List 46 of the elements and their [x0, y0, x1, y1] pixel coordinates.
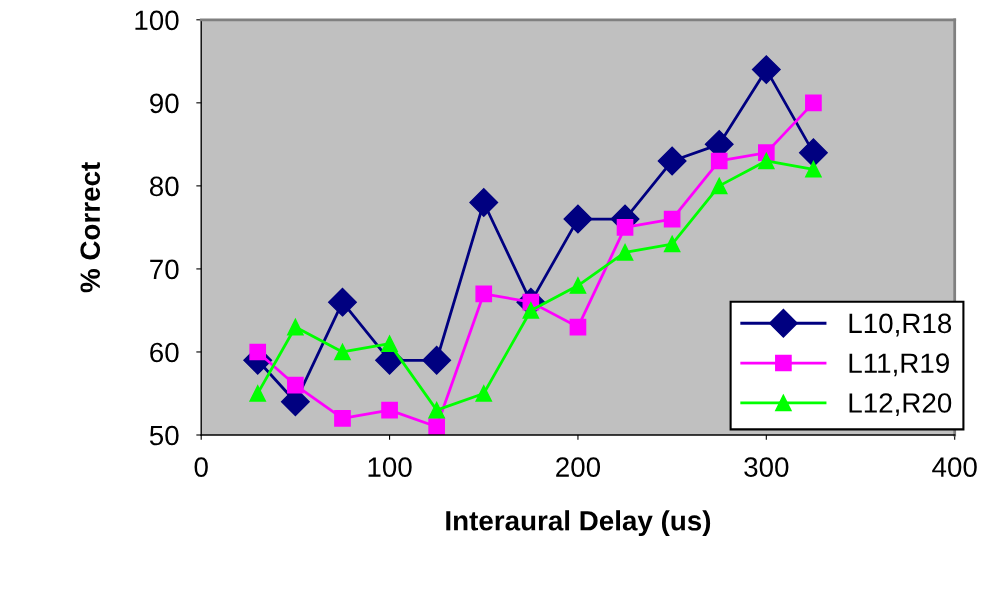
point: [334, 343, 351, 361]
point: [287, 376, 304, 394]
y-tick-label: 90: [150, 93, 179, 114]
point: [751, 55, 781, 85]
y-tick-label: 100: [135, 10, 179, 31]
y-tick-label: 50: [149, 425, 179, 446]
y-axis-title: % Correct: [80, 162, 101, 293]
point: [469, 188, 499, 217]
point: [616, 243, 634, 261]
point: [710, 177, 728, 195]
point: [381, 335, 398, 352]
x-tick-label: 100: [368, 457, 412, 477]
point: [657, 146, 687, 176]
x-tick-label: 300: [744, 457, 789, 477]
point: [616, 219, 634, 236]
point: [428, 401, 446, 419]
x-axis-title: Interaural Delay (us): [446, 510, 711, 537]
legend-label: L10,R18: [849, 313, 952, 337]
point: [428, 418, 446, 435]
x-tick-label: 400: [932, 457, 977, 477]
point: [805, 94, 822, 112]
point: [249, 343, 267, 361]
legend-label: L11,R19: [849, 353, 949, 377]
y-tick-label: 70: [150, 259, 179, 280]
x-tick-label: 200: [556, 457, 601, 477]
point: [663, 235, 681, 253]
point: [757, 152, 775, 170]
point: [563, 204, 593, 234]
point: [249, 385, 267, 402]
y-tick-label: 60: [150, 342, 179, 363]
point: [328, 287, 357, 317]
point: [334, 410, 351, 427]
point: [475, 285, 493, 303]
point: [287, 318, 304, 336]
point: [522, 302, 540, 319]
point: [569, 277, 587, 294]
legend-label: L12,R20: [849, 393, 952, 417]
point: [381, 401, 398, 419]
point: [569, 318, 587, 336]
point: [805, 160, 822, 178]
point: [663, 210, 681, 228]
y-tick-label: 80: [149, 176, 179, 197]
point: [710, 152, 728, 170]
x-tick-label: 0: [194, 457, 208, 477]
point: [475, 385, 493, 402]
point: [422, 345, 452, 375]
